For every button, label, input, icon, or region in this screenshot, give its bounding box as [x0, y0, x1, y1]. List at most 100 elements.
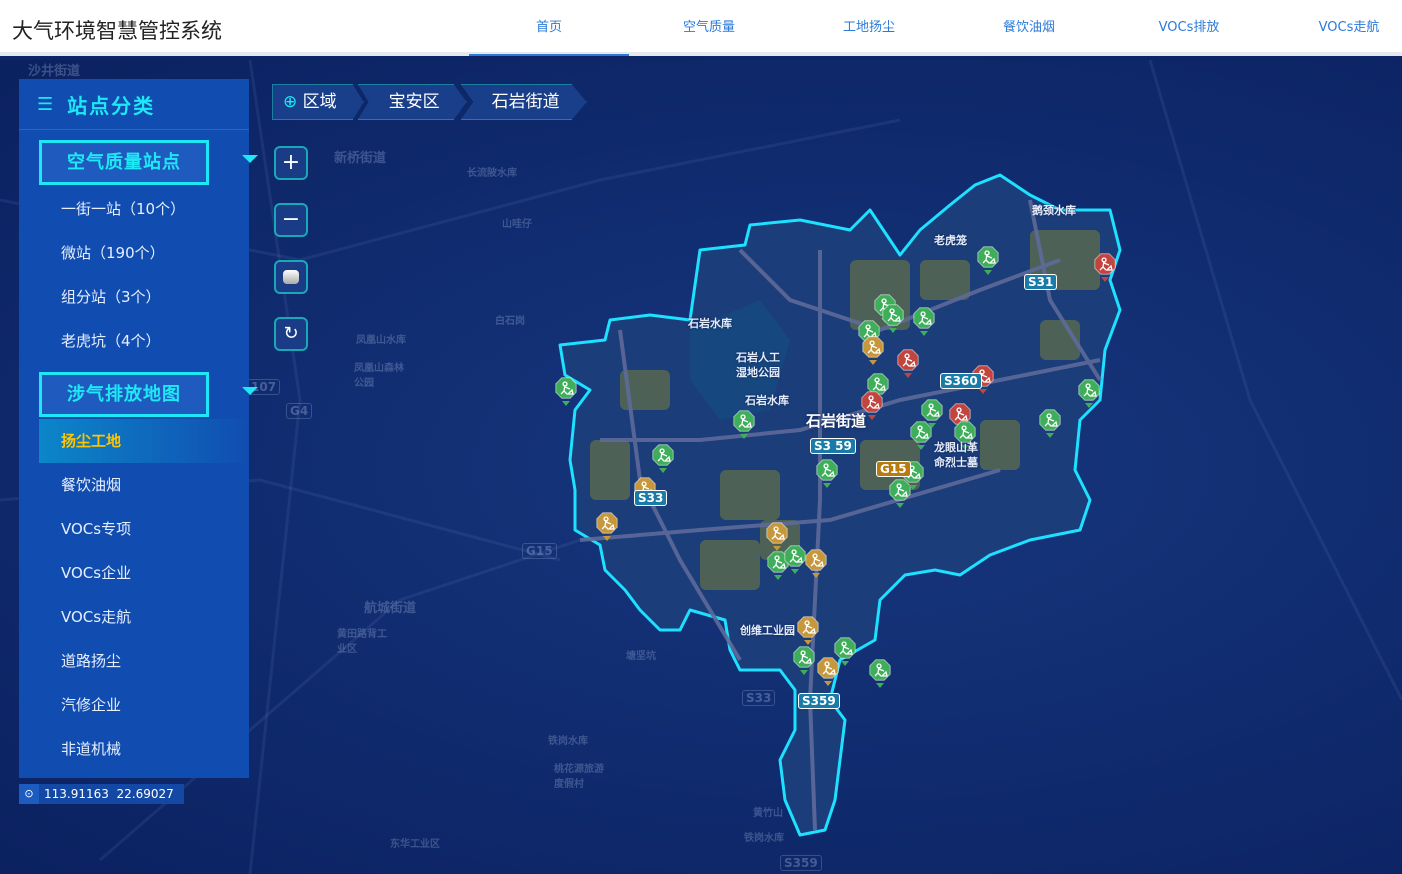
map-label: 鹅颈水库 — [1032, 204, 1076, 217]
group-emission-map[interactable]: 涉气排放地图 — [39, 372, 258, 417]
worker-icon — [601, 516, 615, 530]
worker-icon — [789, 549, 803, 563]
item-component-station[interactable]: 组分站（3个） — [61, 288, 161, 306]
marker-pointer — [804, 640, 812, 645]
refresh-button[interactable]: ↻ — [274, 317, 308, 351]
app-title: 大气环境智慧管控系统 — [12, 19, 222, 43]
marker-pointer — [812, 573, 820, 578]
marker-pointer — [791, 569, 799, 574]
marker-pointer — [800, 670, 808, 675]
item-street-station[interactable]: 一街一站（10个） — [61, 200, 186, 218]
breadcrumb-region[interactable]: ⊕ 区域 — [272, 84, 364, 120]
item-non-road-machinery[interactable]: 非道机械 — [61, 740, 122, 758]
item-vocs-enterprise[interactable]: VOCs企业 — [61, 564, 132, 582]
panel-title: 站点分类 — [67, 93, 156, 118]
worker-icon — [1044, 413, 1058, 427]
map-label: 石岩人工湿地公园 — [736, 351, 780, 379]
marker-pointer — [1046, 433, 1054, 438]
worker-icon — [798, 650, 812, 664]
zoom-out-button[interactable]: − — [274, 203, 308, 237]
road-shield: G15 — [876, 461, 911, 477]
map-label: 沙井街道 — [28, 64, 81, 79]
item-cooking-fumes[interactable]: 餐饮油烟 — [61, 476, 122, 494]
group-label: 空气质量站点 — [67, 152, 181, 173]
marker-pointer — [889, 328, 897, 333]
worker-icon — [822, 661, 836, 675]
map-block — [980, 420, 1020, 470]
nav-cooking-fumes[interactable]: 餐饮油烟 — [1002, 20, 1055, 35]
map-label: 桃花源旅游度假村 — [554, 764, 604, 790]
worker-icon — [1083, 383, 1097, 397]
worker-icon — [810, 553, 824, 567]
map-label: 新桥街道 — [334, 151, 387, 166]
road-shield: G4 — [286, 403, 313, 419]
main-nav: 首页 空气质量 工地扬尘 餐饮油烟 VOCs排放 VOCs走航 — [469, 0, 1402, 56]
worker-icon — [918, 311, 932, 325]
nav-vocs-navigation[interactable]: VOCs走航 — [1318, 20, 1380, 35]
item-vocs-navigation[interactable]: VOCs走航 — [61, 608, 132, 626]
refresh-icon: ↻ — [283, 323, 299, 344]
breadcrumb-baoan[interactable]: 宝安区 — [357, 84, 467, 120]
breadcrumb-label: 区域 — [302, 92, 337, 112]
map-label: 长流陂水库 — [467, 168, 517, 179]
item-construction-dust[interactable]: 扬尘工地 — [39, 419, 249, 463]
worker-icon — [839, 641, 853, 655]
group-air-quality-stations[interactable]: 空气质量站点 — [39, 140, 258, 185]
marker-pointer — [841, 661, 849, 666]
marker-pointer — [868, 415, 876, 420]
zoom-in-button[interactable]: + — [274, 146, 308, 180]
marker-pointer — [876, 683, 884, 688]
marker-pointer — [984, 270, 992, 275]
marker-pointer — [773, 546, 781, 551]
chevron-down-icon[interactable] — [242, 155, 258, 163]
marker-pointer — [869, 360, 877, 365]
target-icon: ⊕ — [283, 92, 298, 112]
worker-icon — [872, 377, 886, 391]
marker-pointer — [824, 681, 832, 686]
worker-icon — [738, 414, 752, 428]
road-shield: S360 — [940, 373, 982, 389]
map-block — [720, 470, 780, 520]
map-label: 铁岗水库 — [744, 833, 784, 844]
reservoir — [690, 300, 790, 420]
worker-icon — [874, 663, 888, 677]
nav-home[interactable]: 首页 — [469, 0, 629, 56]
marker-pointer — [823, 483, 831, 488]
item-road-dust[interactable]: 道路扬尘 — [61, 652, 122, 670]
group-label: 涉气排放地图 — [67, 384, 181, 405]
layer-button[interactable] — [274, 260, 308, 294]
map-block — [920, 260, 970, 300]
nav-air-quality[interactable]: 空气质量 — [682, 20, 735, 35]
nav-construction-dust[interactable]: 工地扬尘 — [842, 20, 895, 35]
worker-icon — [926, 403, 940, 417]
breadcrumb-shiyan[interactable]: 石岩街道 — [460, 84, 587, 120]
road-shield: S33 — [634, 490, 668, 506]
worker-icon — [866, 395, 880, 409]
marker-pointer — [904, 373, 912, 378]
worker-icon — [915, 425, 929, 439]
map-block — [700, 540, 760, 590]
cube-icon — [283, 270, 299, 284]
marker-pointer — [659, 468, 667, 473]
marker-pointer — [909, 485, 917, 490]
top-header: 大气环境智慧管控系统 首页 空气质量 工地扬尘 餐饮油烟 VOCs排放 VOCs… — [0, 0, 1402, 56]
worker-icon — [863, 324, 877, 338]
map-label: 黄竹山 — [753, 808, 783, 819]
worker-icon — [959, 425, 973, 439]
item-vocs-special[interactable]: VOCs专项 — [61, 520, 132, 538]
menu-icon[interactable]: ☰ — [37, 93, 54, 115]
marker-pointer — [1085, 403, 1093, 408]
marker-pointer — [979, 389, 987, 394]
worker-icon — [560, 381, 574, 395]
item-auto-repair[interactable]: 汽修企业 — [61, 696, 122, 714]
nav-vocs-emission[interactable]: VOCs排放 — [1158, 20, 1220, 35]
item-micro-station[interactable]: 微站（190个） — [61, 244, 165, 262]
item-laohukeng[interactable]: 老虎坑（4个） — [61, 332, 161, 350]
map-label: 创维工业园 — [740, 624, 795, 637]
road-shield: G15 — [522, 543, 557, 559]
map-label: 凤凰山水库 — [356, 335, 406, 346]
marker-pointer — [1101, 277, 1109, 282]
map-label: 铁岗水库 — [548, 736, 588, 747]
marker-pointer — [562, 401, 570, 406]
chevron-down-icon[interactable] — [242, 387, 258, 395]
